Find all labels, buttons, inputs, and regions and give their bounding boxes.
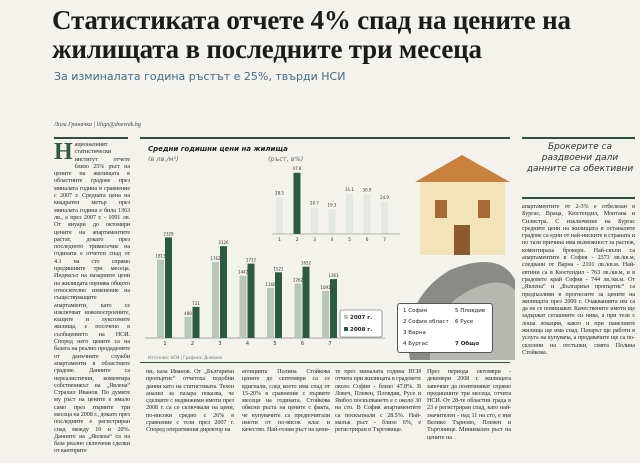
- bar-value-label: 1363: [328, 273, 339, 278]
- divider: [522, 197, 635, 199]
- city-legend-item: 4 Бургас: [403, 341, 429, 347]
- city-legend-item: 5 Пловдив: [455, 308, 486, 314]
- article-column-3: агенцията Полина Стойкова цените до септ…: [242, 368, 330, 434]
- bar-2008: [302, 266, 310, 338]
- legend-label: 2007 г.: [350, 315, 372, 321]
- city-legend-item: 3 Варна: [403, 330, 426, 336]
- byline: Лили Граничка | lilign@dnevnik.bg: [54, 122, 141, 128]
- bar-value-label: 1722: [246, 258, 257, 263]
- inset-tick-label: 6: [366, 237, 369, 243]
- article-column-5: През периода октомври - декември 2008 г.…: [427, 368, 511, 441]
- x-tick-label: 1: [163, 341, 166, 347]
- bar-2007: [212, 261, 219, 338]
- inset-value-label: 24.9: [380, 195, 389, 200]
- legend-swatch: [344, 315, 348, 319]
- inset-tick-label: 2: [296, 237, 299, 243]
- bar-value-label: 1652: [301, 261, 312, 266]
- bar-2007: [184, 316, 192, 338]
- bar-value-label: 1762: [210, 256, 221, 261]
- x-tick-label: 6: [301, 341, 304, 347]
- inset-bar: [346, 194, 353, 234]
- drop-cap: Н: [54, 139, 73, 165]
- inset-tick-label: 3: [313, 237, 316, 243]
- bar-2007: [322, 290, 329, 338]
- article-column-2: ни, каза Иванов. От „Българиън пропъртис…: [146, 368, 234, 434]
- city-legend-item: 7 Общо: [455, 341, 480, 347]
- bar-2008: [247, 263, 255, 338]
- divider: [140, 362, 510, 363]
- x-tick-label: 7: [328, 341, 331, 347]
- inset-bar: [311, 207, 318, 234]
- article-column-4: те през миналата година НСИ отчита при ж…: [335, 368, 421, 434]
- bar-value-label: 2126: [218, 240, 229, 245]
- inset-value-label: 28.5: [275, 191, 284, 196]
- inset-value-label: 19.3: [328, 202, 337, 207]
- bar-value-label: 1442: [238, 270, 249, 275]
- bar-2007: [294, 283, 302, 338]
- bar-2007: [267, 287, 274, 338]
- bar-2008: [192, 306, 200, 338]
- chart-title: Средни годишни цени на жилища: [148, 145, 288, 153]
- bar-2007: [157, 259, 164, 338]
- inset-tick-label: 4: [331, 237, 334, 243]
- bar-value-label: 1813: [155, 254, 166, 259]
- inset-bar: [276, 197, 283, 234]
- city-legend: 1 София 2 София област 3 Варна 4 Бургас 5 Пл…: [397, 303, 493, 353]
- bar-2008: [275, 272, 282, 338]
- bar-value-label: 1091: [320, 285, 331, 290]
- bar-value-label: 1521: [273, 266, 284, 271]
- inset-tick-label: 5: [348, 237, 351, 243]
- divider: [140, 137, 510, 139]
- x-tick-label: 4: [246, 341, 249, 347]
- city-legend-item: 6 Русе: [455, 319, 474, 325]
- city-legend-item: 1 София: [403, 308, 428, 314]
- bar-value-label: 721: [192, 301, 200, 306]
- x-tick-label: 5: [273, 341, 276, 347]
- city-legend-item: 2 София област: [403, 319, 449, 325]
- inset-bar: [381, 202, 388, 234]
- subheadline: За изминалата година ръстът е 25%, твърд…: [54, 70, 346, 83]
- inset-value-label: 47.8: [293, 166, 302, 171]
- chart-unit: (в лв./м²): [148, 155, 179, 163]
- bar-value-label: 2329: [163, 231, 174, 236]
- legend-label: 2008 г.: [350, 327, 372, 333]
- bar-2007: [239, 275, 247, 338]
- divider: [54, 137, 128, 139]
- legend-swatch: [344, 327, 348, 331]
- headline: Статистиката отчете 4% спад на цените на…: [52, 5, 571, 64]
- bar-2008: [165, 237, 172, 338]
- bar-value-label: 1262: [293, 277, 304, 282]
- column-text: ационалният статистически институт отчет…: [54, 141, 130, 455]
- article-column-6: апартаментите от 2-3% е отбелязан в Бург…: [522, 203, 635, 356]
- inset-bar: [363, 194, 371, 234]
- bar-value-label: 1160: [265, 282, 276, 287]
- inset-bar: [293, 172, 301, 234]
- inset-tick-label: 7: [383, 237, 386, 243]
- bar-2008: [220, 246, 227, 338]
- divider: [522, 137, 635, 139]
- inset-value-label: 20.7: [310, 201, 319, 206]
- bar-2008: [330, 279, 337, 338]
- inset-value-label: 31.1: [345, 187, 354, 192]
- inset-tick-label: 1: [278, 237, 281, 243]
- chart-source: Източник: НСИ | Графика: Дневник: [148, 355, 223, 360]
- price-bar-chart: 1813232914887212176221263144217224116015…: [145, 166, 400, 347]
- bar-value-label: 488: [184, 311, 192, 316]
- x-tick-label: 3: [218, 341, 221, 347]
- x-tick-label: 2: [191, 341, 194, 347]
- inset-title: (ръст, в%): [268, 155, 304, 163]
- inset-bar: [328, 209, 336, 234]
- sidebar-heading: Брокерите са раздвоени дали данните са о…: [526, 142, 634, 174]
- legend-box: [339, 309, 383, 338]
- inset-value-label: 30.9: [363, 187, 372, 192]
